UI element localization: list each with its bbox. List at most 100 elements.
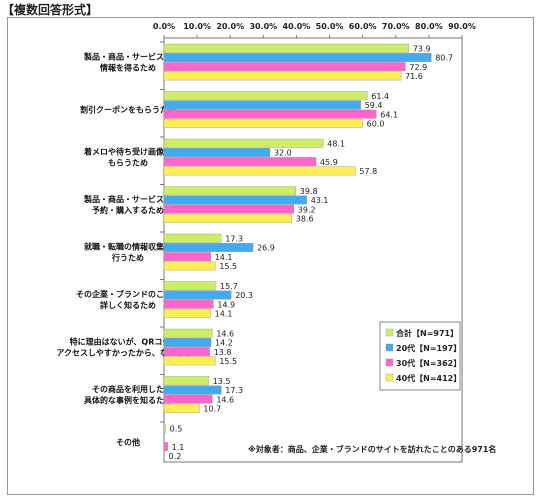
data-label: 13.5: [213, 377, 231, 386]
data-label: 72.9: [409, 63, 427, 72]
bar: [163, 403, 200, 413]
legend-box: [379, 321, 461, 391]
x-tick-label: 40.0%: [283, 22, 311, 31]
data-label: 17.3: [225, 386, 243, 395]
x-tick-label: 90.0%: [448, 22, 476, 31]
footnote: ※対象者：商品、企業・ブランドのサイトを訪れたことのある971名: [248, 444, 496, 454]
x-tick-label: 10.0%: [183, 22, 211, 31]
bar: [163, 186, 296, 196]
bar: [163, 347, 210, 357]
chart-frame: [7, 17, 534, 495]
data-label: 15.5: [219, 262, 237, 271]
bar: [163, 385, 222, 395]
bar: [163, 195, 307, 205]
bar: [163, 204, 294, 214]
bar: [163, 290, 232, 300]
bar: [163, 442, 168, 452]
data-label: 10.7: [203, 405, 221, 414]
x-tick-label: 60.0%: [349, 22, 377, 31]
data-label: 64.1: [380, 110, 398, 119]
bar: [163, 109, 377, 119]
data-label: 13.8: [214, 348, 232, 357]
category-label: 予約・購入するため: [92, 205, 164, 215]
bar: [163, 338, 212, 347]
data-label: 59.4: [365, 101, 383, 110]
x-tick-label: 80.0%: [415, 22, 443, 31]
bar: [163, 299, 214, 309]
data-label: 14.1: [215, 310, 233, 319]
data-label: 43.1: [311, 196, 329, 205]
bar: [163, 261, 216, 271]
x-tick-label: 0.0%: [153, 22, 175, 31]
legend-label: 40代【N=412】: [396, 373, 461, 383]
data-label: 45.9: [320, 158, 338, 167]
category-label: 着メロや待ち受け画像を: [83, 147, 172, 157]
category-label: その企業・ブランドのことを: [76, 289, 180, 299]
data-label: 71.6: [405, 72, 423, 81]
bar: [163, 328, 213, 338]
category-label: 製品・商品・サービスを: [83, 194, 172, 204]
bar: [163, 356, 216, 366]
category-label: 就職・転職の情報収集を: [84, 242, 172, 252]
bar: [163, 62, 406, 72]
data-label: 14.2: [215, 339, 233, 348]
data-label: 15.7: [220, 282, 238, 291]
data-label: 17.3: [225, 235, 243, 244]
bar: [163, 242, 254, 252]
category-label: 割引クーポンをもらうため: [80, 105, 176, 115]
data-label: 14.6: [216, 330, 234, 339]
bar: [163, 157, 317, 167]
data-label: 57.8: [359, 167, 377, 176]
bar: [163, 53, 432, 62]
legend-swatch: [385, 343, 394, 352]
data-label: 15.5: [219, 357, 237, 366]
x-tick-label: 50.0%: [316, 22, 344, 31]
bar: [163, 100, 361, 110]
data-label: 39.8: [300, 187, 318, 196]
data-label: 14.9: [217, 300, 235, 309]
bar: [163, 308, 211, 318]
bar: [163, 451, 165, 461]
chart-header: 【複数回答形式】: [2, 3, 99, 17]
bar: [163, 118, 363, 128]
bar: [163, 43, 409, 53]
category-label: その他: [116, 437, 140, 447]
x-tick-label: 20.0%: [216, 22, 244, 31]
category-label: 詳しく知るため: [100, 300, 156, 310]
data-label: 73.9: [413, 45, 431, 54]
data-label: 60.0: [367, 120, 385, 129]
data-label: 14.6: [216, 395, 234, 404]
bar: [163, 147, 271, 157]
x-tick-label: 70.0%: [382, 22, 410, 31]
bar: [163, 71, 402, 81]
legend-swatch: [385, 358, 394, 367]
legend-swatch: [385, 373, 394, 382]
category-label: 製品・商品・サービスの: [83, 52, 172, 62]
data-label: 61.4: [371, 92, 389, 101]
data-label: 80.7: [435, 54, 453, 63]
data-label: 0.5: [170, 425, 183, 434]
bar: [163, 213, 293, 223]
bar: [163, 91, 368, 101]
bar: [163, 394, 213, 404]
bar: [163, 138, 324, 148]
category-label: 具体的な事例を知るため: [84, 395, 172, 405]
legend-label: 30代【N=362】: [396, 358, 461, 368]
legend-swatch: [385, 328, 394, 337]
data-label: 1.1: [172, 443, 185, 452]
category-label: 特に理由はないが、QRコードで: [70, 337, 187, 347]
category-label: もらうため: [108, 158, 148, 168]
category-label: その商品を利用した: [92, 384, 164, 394]
data-label: 14.1: [215, 253, 233, 262]
legend-label: 20代【N=197】: [396, 343, 461, 353]
data-label: 39.2: [298, 205, 316, 214]
bar: [163, 252, 211, 262]
x-tick-label: 30.0%: [249, 22, 277, 31]
category-label: 行うため: [111, 253, 144, 263]
bar: [163, 423, 166, 433]
data-label: 38.6: [296, 215, 314, 224]
data-label: 20.3: [235, 291, 253, 300]
legend-label: 合計【N=971】: [395, 328, 458, 338]
bar: [163, 233, 222, 243]
